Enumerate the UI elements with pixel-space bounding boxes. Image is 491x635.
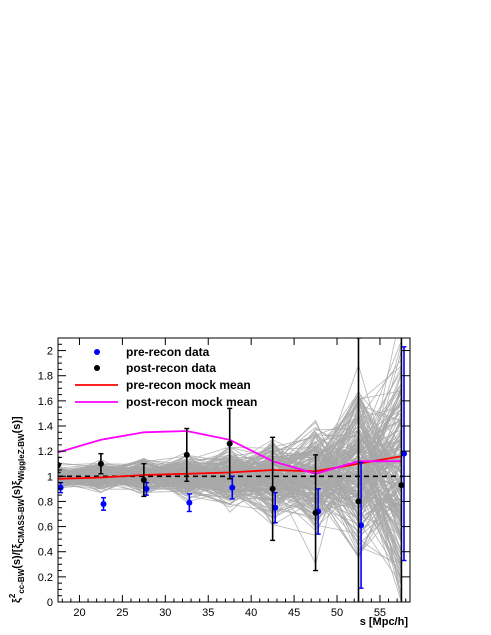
y-tick-label: 0.4 <box>38 547 53 559</box>
legend: pre-recon data post-recon data pre-recon m… <box>75 345 257 409</box>
legend-label: post-recon mock mean <box>126 395 257 409</box>
mock-realization-line <box>58 387 402 501</box>
y-tick-label: 2 <box>47 346 53 358</box>
x-tick-label: 25 <box>116 607 128 619</box>
y-axis-title-end: (s)] <box>11 416 23 433</box>
data-point <box>355 498 362 505</box>
data-point <box>183 451 190 458</box>
mock-realization-line <box>58 469 402 528</box>
data-point <box>143 485 150 492</box>
legend-label: post-recon data <box>126 361 216 375</box>
x-tick-label: 35 <box>202 607 214 619</box>
data-point <box>312 509 319 516</box>
y-axis-title-sub-cmass: CMASS-BW <box>17 498 26 543</box>
mock-realization-line <box>58 444 402 529</box>
x-tick-label: 50 <box>331 607 343 619</box>
y-axis-title-sub-wiggle: WiggleZ-BW <box>17 433 26 480</box>
y-axis-title-xi-1: ξ <box>11 598 23 603</box>
x-axis-title: s [Mpc/h] <box>360 616 409 628</box>
y-axis-title: ξ2cc-BW(s)/[ξCMASS-BW(s)ξWiggleZ-BW(s)] <box>8 416 26 603</box>
data-point <box>186 499 193 506</box>
legend-label: pre-recon data <box>126 345 210 359</box>
data-point <box>97 460 104 467</box>
data-point <box>398 482 405 489</box>
data-point <box>140 477 147 484</box>
data-point <box>269 485 276 492</box>
data-point <box>272 504 279 511</box>
mock-realization-line <box>58 434 402 498</box>
legend-marker <box>94 349 100 355</box>
data-point <box>229 484 236 491</box>
y-tick-label: 0.6 <box>38 522 53 534</box>
data-point <box>226 440 233 447</box>
y-axis-title-sup: 2 <box>8 593 17 598</box>
x-tick-label: 45 <box>288 607 300 619</box>
y-axis-title-mid2: (s) <box>11 485 23 499</box>
y-axis-title-mid1: (s)/[ <box>11 548 23 569</box>
y-tick-label: 0.2 <box>38 572 53 584</box>
legend-label: pre-recon mock mean <box>126 378 251 392</box>
y-axis-title-xi-2: ξ <box>11 544 23 549</box>
legend-marker <box>94 365 100 371</box>
y-axis-title-sub-cc: cc-BW <box>17 568 26 593</box>
mock-realization-line <box>58 466 402 514</box>
y-tick-label: 1.4 <box>38 421 53 433</box>
x-tick-label: 40 <box>245 607 257 619</box>
x-tick-label: 20 <box>73 607 85 619</box>
data-point <box>100 500 107 507</box>
y-tick-label: 1.6 <box>38 396 53 408</box>
y-tick-label: 1.8 <box>38 371 53 383</box>
x-tick-label: 30 <box>159 607 171 619</box>
data-point <box>358 522 365 529</box>
y-tick-label: 0 <box>47 597 53 609</box>
y-tick-label: 1.2 <box>38 446 53 458</box>
data-points <box>58 338 407 602</box>
data-point <box>400 450 407 457</box>
y-axis-title-xi-3: ξ <box>11 480 23 485</box>
x-tick-label: 55 <box>374 607 386 619</box>
y-tick-label: 1 <box>47 471 53 483</box>
axis-ticks: 20 25 30 35 40 45 50 55 0 0.2 0.4 0.6 0.8 1 1.2 1.4 1.6 1… <box>38 338 410 619</box>
mock-realization-line <box>58 391 402 515</box>
y-tick-label: 0.8 <box>38 496 53 508</box>
